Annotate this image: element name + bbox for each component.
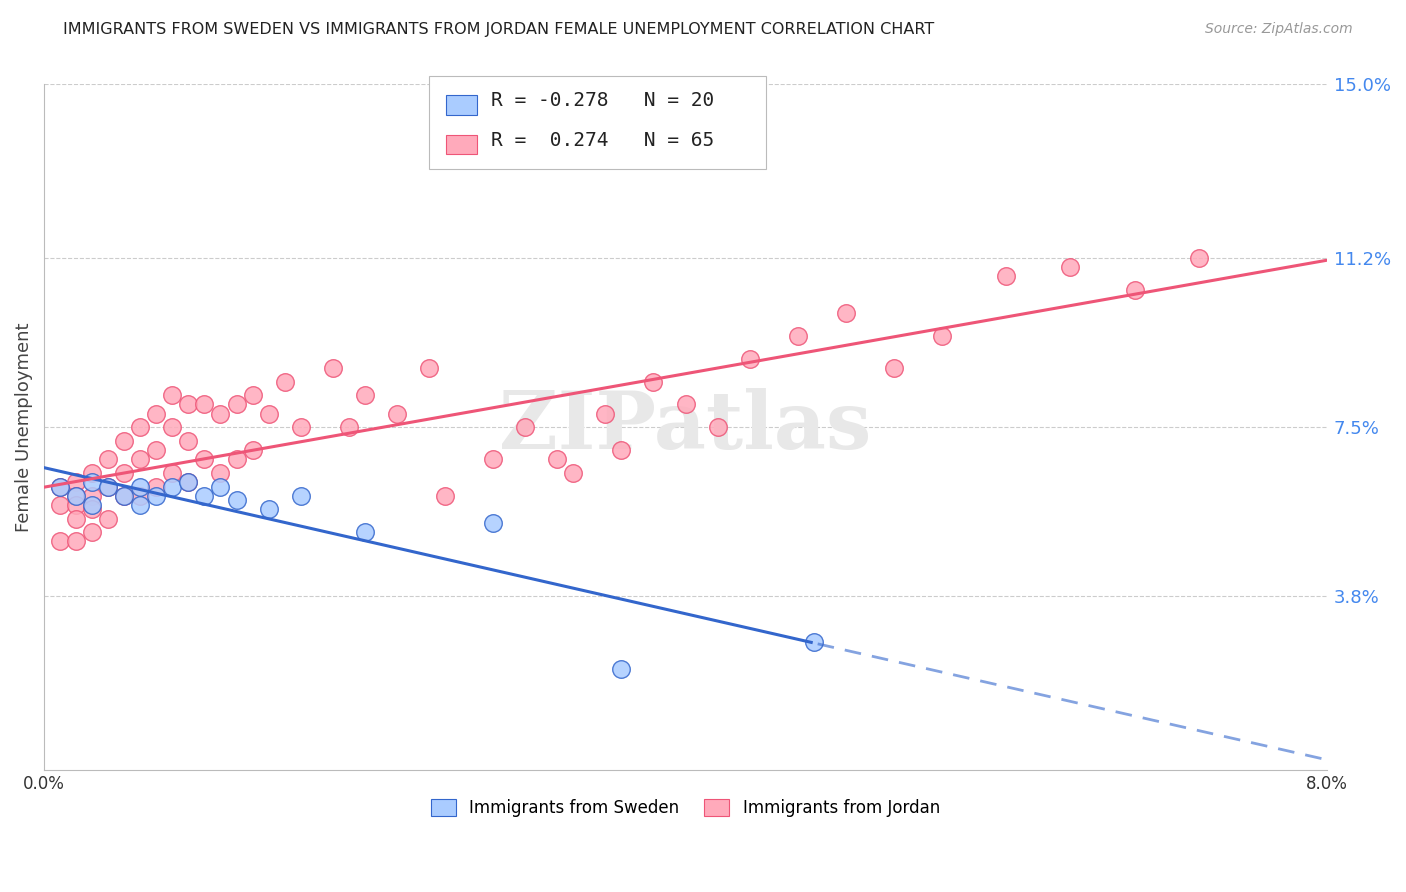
Point [145, 443, 167, 458]
Point [273, 375, 295, 389]
Point [162, 466, 184, 480]
Point [337, 420, 360, 434]
Point [82, 502, 104, 516]
Point [433, 489, 456, 503]
Point [49, 480, 72, 494]
Point [162, 420, 184, 434]
Point [290, 420, 312, 434]
Point [738, 351, 761, 366]
Point [97, 480, 120, 494]
Point [129, 480, 152, 494]
Point [562, 466, 585, 480]
Point [82, 498, 104, 512]
Point [112, 489, 135, 503]
Point [112, 489, 135, 503]
Point [145, 480, 167, 494]
Point [225, 452, 247, 467]
Point [931, 328, 953, 343]
Point [82, 466, 104, 480]
Point [97, 480, 120, 494]
Point [209, 466, 232, 480]
Point [225, 397, 247, 411]
Point [353, 388, 375, 402]
Point [65, 534, 87, 549]
Point [177, 434, 200, 448]
Point [242, 443, 264, 458]
Point [482, 452, 505, 467]
Point [65, 489, 87, 503]
Point [177, 475, 200, 489]
Point [257, 407, 280, 421]
Point [82, 489, 104, 503]
Point [82, 475, 104, 489]
Point [385, 407, 408, 421]
Point [883, 360, 905, 375]
Point [242, 388, 264, 402]
Point [595, 407, 617, 421]
Point [129, 420, 152, 434]
Point [193, 489, 215, 503]
Text: R = -0.278   N = 20: R = -0.278 N = 20 [491, 91, 714, 111]
Point [225, 493, 247, 508]
Point [145, 489, 167, 503]
Point [129, 489, 152, 503]
Point [1123, 283, 1146, 297]
Point [418, 360, 440, 375]
Point [995, 269, 1018, 284]
Point [65, 475, 87, 489]
Point [209, 407, 232, 421]
Point [1188, 251, 1211, 265]
Text: IMMIGRANTS FROM SWEDEN VS IMMIGRANTS FROM JORDAN FEMALE UNEMPLOYMENT CORRELATION: IMMIGRANTS FROM SWEDEN VS IMMIGRANTS FRO… [63, 22, 935, 37]
Point [82, 525, 104, 540]
Point [49, 534, 72, 549]
Point [193, 452, 215, 467]
Point [1059, 260, 1081, 275]
Point [546, 452, 568, 467]
Point [112, 434, 135, 448]
Point [65, 511, 87, 525]
Point [49, 498, 72, 512]
Point [193, 397, 215, 411]
Point [177, 397, 200, 411]
Point [97, 511, 120, 525]
Point [643, 375, 665, 389]
Point [97, 452, 120, 467]
Point [322, 360, 344, 375]
Point [482, 516, 505, 531]
Point [129, 452, 152, 467]
Point [209, 480, 232, 494]
Y-axis label: Female Unemployment: Female Unemployment [15, 323, 32, 532]
Point [49, 480, 72, 494]
Point [112, 466, 135, 480]
Text: ZIPatlas: ZIPatlas [499, 388, 872, 467]
Text: R =  0.274   N = 65: R = 0.274 N = 65 [491, 130, 714, 150]
Point [803, 635, 825, 649]
Point [610, 443, 633, 458]
Point [65, 489, 87, 503]
Point [675, 397, 697, 411]
Point [129, 498, 152, 512]
Point [353, 525, 375, 540]
Point [290, 489, 312, 503]
Point [786, 328, 808, 343]
Point [706, 420, 728, 434]
Text: Source: ZipAtlas.com: Source: ZipAtlas.com [1205, 22, 1353, 37]
Point [177, 475, 200, 489]
Point [65, 498, 87, 512]
Point [610, 663, 633, 677]
Point [515, 420, 537, 434]
Point [257, 502, 280, 516]
Legend: Immigrants from Sweden, Immigrants from Jordan: Immigrants from Sweden, Immigrants from … [425, 792, 946, 823]
Point [162, 388, 184, 402]
Point [145, 407, 167, 421]
Point [835, 306, 858, 320]
Point [162, 480, 184, 494]
